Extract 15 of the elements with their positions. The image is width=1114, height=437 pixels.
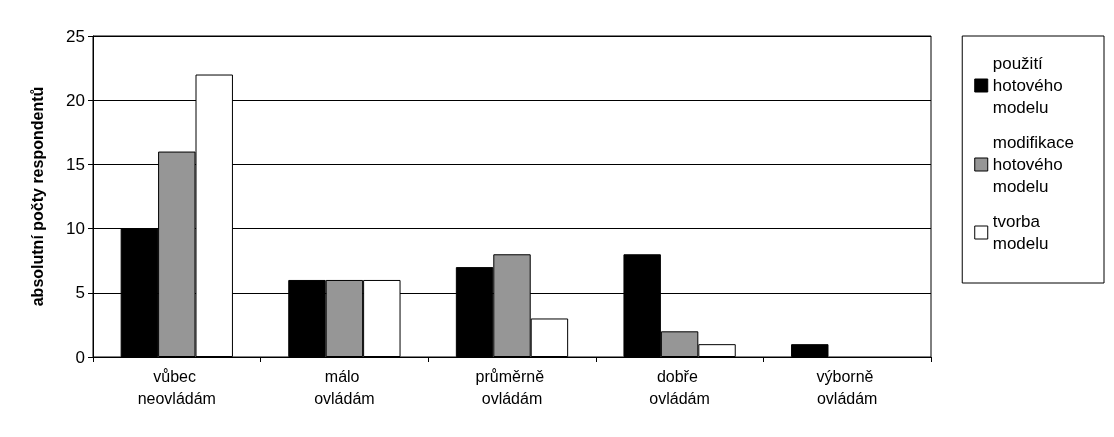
legend-label: použití hotového modelu xyxy=(992,54,1063,117)
x-tick-label: vůbec neovládám xyxy=(137,367,216,407)
x-tick-label: málo ovládám xyxy=(314,367,375,407)
legend-label: modifikace hotového modelu xyxy=(992,133,1075,196)
x-tick-label: dobře ovládám xyxy=(649,367,710,407)
y-tick-label: 10 xyxy=(66,219,85,239)
y-tick-label: 25 xyxy=(66,26,85,46)
y-tick-label: 15 xyxy=(66,154,85,174)
y-tick-label: 20 xyxy=(66,90,85,110)
y-axis-title: absolutní počty respondentů xyxy=(28,86,46,307)
x-tick-label: výborně ovládám xyxy=(816,367,878,407)
y-tick-label: 5 xyxy=(75,283,85,303)
x-tick-label: průměrně ovládám xyxy=(475,367,549,407)
y-tick-label: 0 xyxy=(75,347,85,367)
legend-label: tvorba modelu xyxy=(992,212,1049,253)
